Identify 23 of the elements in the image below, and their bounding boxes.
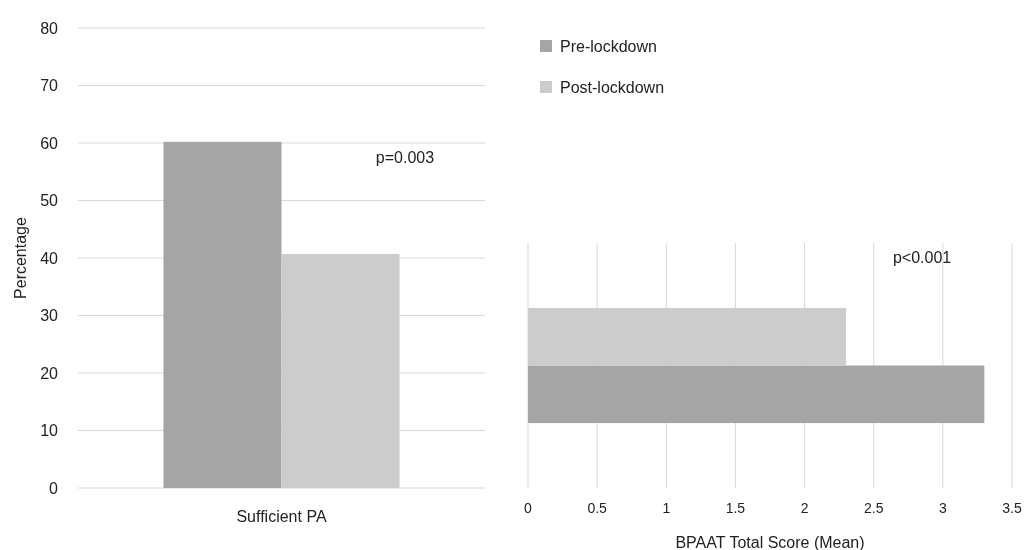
y-tick-label: 40	[40, 249, 59, 267]
y-tick-label: 70	[40, 77, 59, 95]
x-tick-label: 0	[524, 500, 533, 516]
x-tick-label: Sufficient PA	[236, 508, 327, 525]
x-tick-label: 3.5	[1002, 500, 1022, 516]
legend-label: Pre-lockdown	[560, 37, 657, 55]
annotation: p<0.001	[892, 249, 952, 266]
legend-label: Post-lockdown	[560, 78, 665, 96]
x-tick-label: 1.5	[725, 500, 746, 516]
y-axis-title: Percentage	[12, 216, 29, 299]
x-tick-label: 2	[800, 500, 809, 516]
y-tick-label: 30	[40, 307, 59, 325]
x-tick-label: 1	[662, 500, 671, 516]
x-tick-label: 2.5	[863, 500, 884, 516]
y-tick-label: 20	[40, 364, 59, 382]
y-tick-label: 0	[49, 479, 59, 497]
y-tick-label: 10	[40, 422, 59, 440]
y-tick-label: 80	[40, 19, 59, 37]
y-tick-label: 60	[40, 134, 59, 152]
x-tick-label: 0.5	[587, 500, 608, 516]
annotation: p=0.003	[375, 149, 435, 166]
x-tick-label: 3	[938, 500, 947, 516]
y-tick-label: 50	[40, 192, 59, 210]
